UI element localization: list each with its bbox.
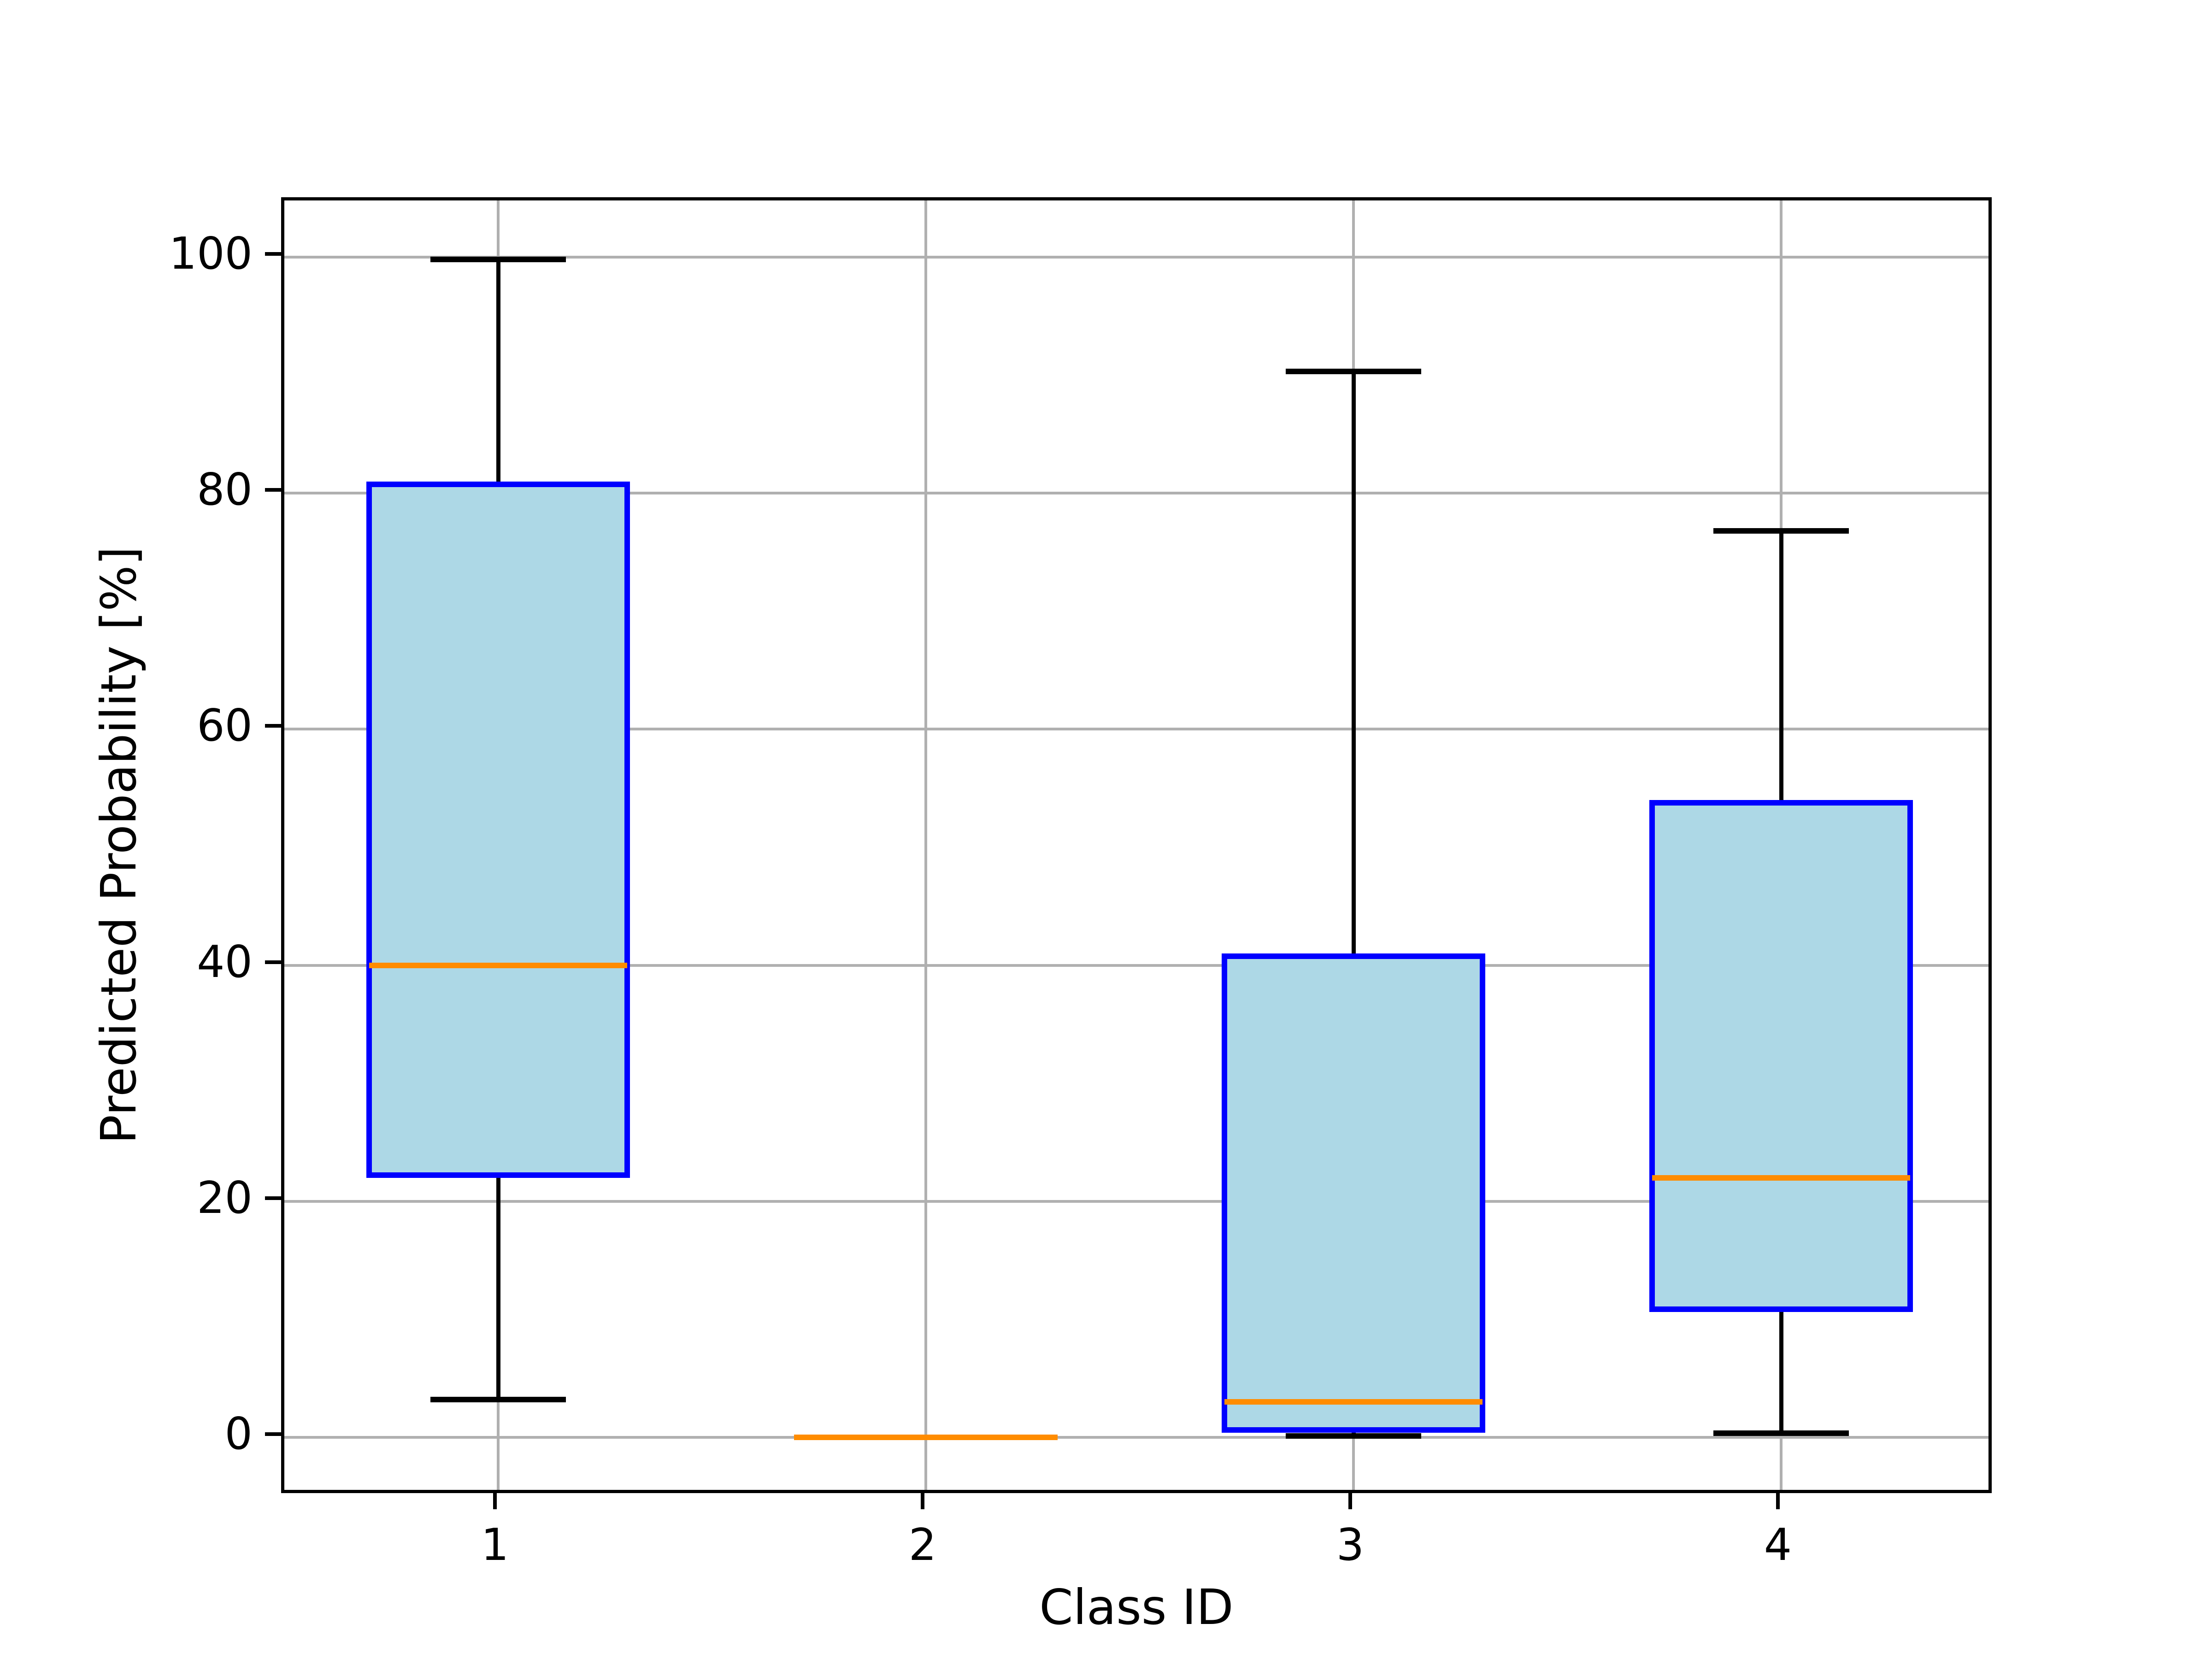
gridline-horizontal-40 bbox=[284, 964, 1988, 967]
median-line-3 bbox=[1224, 1399, 1483, 1405]
gridline-horizontal-20 bbox=[284, 1200, 1988, 1203]
x-tick-label-1: 1 bbox=[481, 1520, 509, 1571]
y-tick-label-60: 60 bbox=[197, 700, 253, 752]
whisker-upper-3 bbox=[1351, 371, 1356, 953]
y-tick-label-40: 40 bbox=[197, 936, 253, 988]
y-tick-label-100: 100 bbox=[169, 228, 253, 279]
gridline-horizontal-80 bbox=[284, 492, 1988, 495]
median-line-4 bbox=[1652, 1175, 1910, 1181]
whisker-cap-lower-4 bbox=[1713, 1430, 1849, 1436]
y-tick-label-20: 20 bbox=[197, 1172, 253, 1224]
whisker-cap-upper-3 bbox=[1286, 369, 1421, 375]
y-tick-mark-80 bbox=[265, 488, 281, 492]
whisker-cap-lower-1 bbox=[430, 1396, 566, 1402]
x-tick-mark-1 bbox=[493, 1493, 497, 1509]
median-line-2 bbox=[794, 1434, 1058, 1440]
y-tick-label-0: 0 bbox=[224, 1408, 253, 1459]
x-axis-label: Class ID bbox=[1039, 1579, 1234, 1635]
y-tick-mark-100 bbox=[265, 252, 281, 256]
x-tick-mark-2 bbox=[921, 1493, 924, 1509]
whisker-cap-upper-1 bbox=[430, 257, 566, 263]
box-3 bbox=[1222, 953, 1485, 1433]
plot-area bbox=[281, 197, 1992, 1493]
y-tick-mark-20 bbox=[265, 1196, 281, 1200]
y-tick-label-80: 80 bbox=[197, 465, 253, 516]
y-tick-mark-0 bbox=[265, 1432, 281, 1436]
gridline-horizontal-0 bbox=[284, 1435, 1988, 1439]
x-tick-mark-4 bbox=[1776, 1493, 1780, 1509]
x-tick-mark-3 bbox=[1348, 1493, 1352, 1509]
box-1 bbox=[366, 481, 630, 1178]
box-4 bbox=[1649, 800, 1913, 1312]
gridline-horizontal-100 bbox=[284, 255, 1988, 259]
whisker-cap-lower-3 bbox=[1286, 1433, 1421, 1439]
x-tick-label-4: 4 bbox=[1764, 1520, 1792, 1571]
x-tick-label-2: 2 bbox=[908, 1520, 937, 1571]
y-tick-mark-60 bbox=[265, 724, 281, 728]
whisker-lower-1 bbox=[496, 1177, 500, 1400]
whisker-cap-upper-4 bbox=[1713, 528, 1849, 534]
y-axis-label: Predicted Probability [%] bbox=[91, 546, 147, 1144]
x-tick-label-3: 3 bbox=[1336, 1520, 1365, 1571]
gridline-vertical-2 bbox=[924, 200, 927, 1490]
median-line-1 bbox=[369, 962, 627, 968]
y-tick-mark-40 bbox=[265, 960, 281, 964]
gridline-horizontal-60 bbox=[284, 728, 1988, 731]
whisker-lower-4 bbox=[1779, 1312, 1783, 1433]
whisker-upper-1 bbox=[496, 259, 500, 482]
whisker-upper-4 bbox=[1779, 531, 1783, 800]
